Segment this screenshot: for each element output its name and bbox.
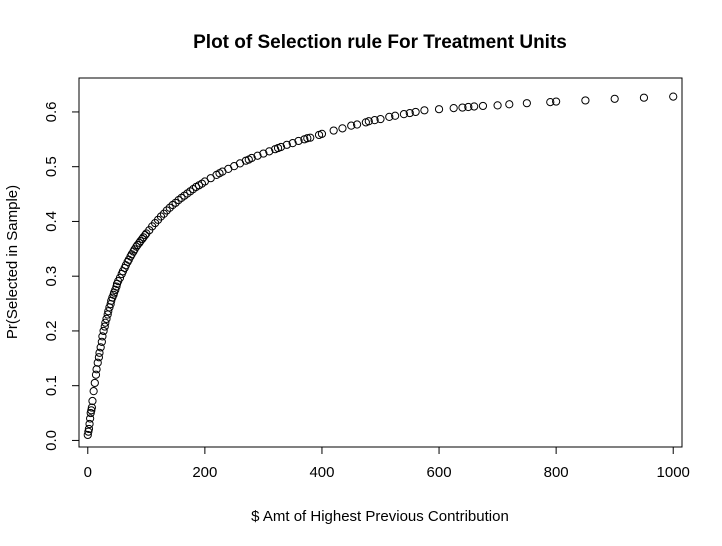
data-point	[329, 126, 338, 135]
data-point	[89, 387, 98, 396]
data-point	[84, 424, 94, 434]
x-axis: 0 200 400 600 800 1000	[84, 447, 690, 481]
y-tick-label: 0.0	[43, 430, 60, 451]
data-point	[88, 396, 97, 406]
y-tick-label: 0.2	[43, 321, 60, 342]
data-point	[306, 133, 315, 142]
data-point	[493, 101, 502, 110]
data-point	[420, 106, 429, 115]
data-point	[95, 348, 104, 357]
y-axis-label: Pr(Selected in Sample)	[4, 185, 21, 339]
data-point	[434, 105, 444, 114]
x-tick-label: 0	[84, 464, 92, 481]
data-point	[458, 103, 467, 112]
data-point	[478, 101, 488, 111]
x-axis-label: $ Amt of Highest Previous Contribution	[251, 508, 509, 525]
data-point	[276, 142, 286, 152]
data-point	[294, 136, 303, 146]
data-point	[85, 419, 94, 429]
data-point	[90, 378, 99, 388]
data-point	[303, 134, 312, 143]
data-point	[141, 231, 150, 240]
data-point	[162, 206, 171, 215]
y-tick-label: 0.6	[43, 102, 60, 123]
data-point	[259, 149, 268, 158]
data-point	[411, 107, 420, 117]
data-point	[253, 151, 262, 160]
data-point	[376, 114, 385, 124]
data-point	[552, 97, 561, 106]
data-point	[352, 120, 362, 129]
x-tick-label: 600	[427, 464, 452, 481]
data-point	[165, 203, 174, 212]
data-point	[522, 99, 531, 108]
data-point	[464, 102, 473, 112]
data-point	[265, 147, 274, 156]
x-tick-label: 200	[192, 464, 217, 481]
data-point	[347, 121, 356, 130]
data-point	[581, 96, 590, 105]
data-point	[470, 102, 479, 111]
data-point	[385, 112, 394, 121]
data-points	[83, 92, 678, 440]
data-point	[639, 93, 649, 102]
data-point	[99, 326, 108, 336]
chart-title: Plot of Selection rule For Treatment Uni…	[193, 32, 567, 53]
data-point	[100, 322, 109, 331]
data-point	[101, 318, 110, 327]
data-point	[92, 365, 101, 374]
data-point	[669, 92, 678, 101]
data-point	[102, 314, 111, 323]
data-point	[247, 153, 256, 163]
x-tick-label: 1000	[657, 464, 690, 481]
data-point	[83, 430, 92, 440]
data-point	[97, 337, 106, 346]
data-point	[98, 332, 107, 341]
data-point	[87, 403, 96, 412]
y-tick-label: 0.1	[43, 375, 60, 396]
x-tick-label: 800	[544, 464, 569, 481]
y-tick-label: 0.4	[43, 211, 60, 232]
data-point	[391, 111, 400, 120]
data-point	[370, 116, 379, 125]
data-point	[96, 343, 105, 352]
data-point	[282, 140, 291, 149]
y-axis: 0.0 0.1 0.2 0.3 0.4 0.5 0.6	[43, 102, 79, 451]
data-point	[338, 124, 347, 133]
data-point	[288, 139, 297, 148]
x-tick-label: 400	[309, 464, 334, 481]
data-point	[91, 370, 101, 379]
data-point	[505, 100, 514, 109]
plot-frame	[78, 77, 683, 448]
data-point	[449, 104, 458, 113]
data-point	[115, 273, 125, 282]
data-point	[86, 414, 95, 423]
data-point	[156, 212, 166, 221]
data-point	[364, 117, 373, 126]
data-point	[317, 129, 327, 138]
data-point	[93, 358, 102, 367]
data-point	[405, 108, 414, 118]
data-point	[94, 353, 104, 362]
data-point	[610, 94, 619, 103]
data-point	[546, 97, 555, 107]
data-point	[104, 307, 113, 316]
y-tick-label: 0.5	[43, 156, 60, 177]
data-point	[399, 110, 409, 119]
y-tick-label: 0.3	[43, 266, 60, 287]
data-point	[171, 198, 180, 207]
